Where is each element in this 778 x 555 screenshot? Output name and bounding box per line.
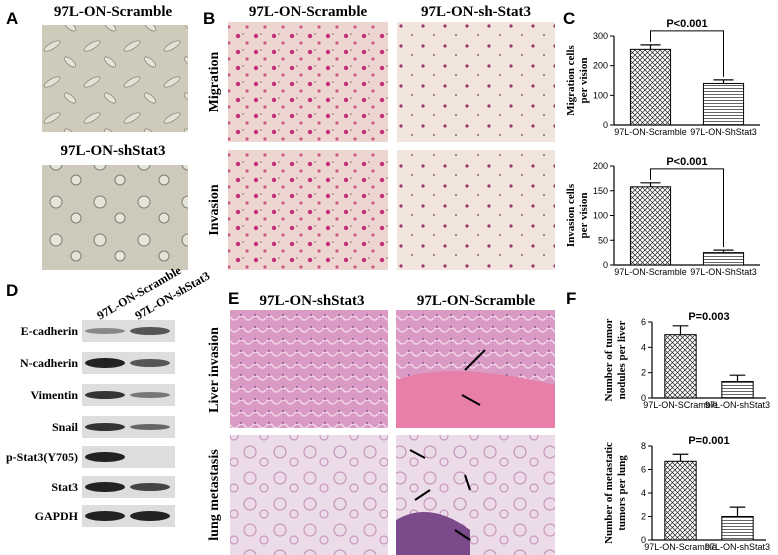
y-axis-label: per vision bbox=[578, 58, 590, 104]
y-tick-label: 100 bbox=[593, 211, 608, 221]
y-tick-label: 8 bbox=[641, 441, 646, 451]
x-tick-label: 97L-ON-Scramble bbox=[614, 267, 687, 277]
image-caption: 97L-ON-shStat3 bbox=[60, 143, 165, 159]
annotation: P=0.003 bbox=[688, 311, 729, 323]
y-tick-label: 100 bbox=[593, 90, 608, 100]
y-tick-label: 0 bbox=[603, 120, 608, 130]
annotation: P<0.001 bbox=[666, 156, 707, 168]
bar bbox=[702, 252, 745, 266]
y-tick-label: 150 bbox=[593, 186, 608, 196]
micrograph bbox=[42, 25, 188, 132]
row-label: Liver invasion bbox=[207, 327, 222, 413]
row-label: GAPDH bbox=[35, 509, 79, 523]
significance-bracket bbox=[650, 30, 724, 77]
micrograph bbox=[228, 22, 388, 142]
micrograph bbox=[397, 22, 555, 142]
row-label: lung metastasis bbox=[207, 449, 222, 541]
row-label: E-cadherin bbox=[21, 324, 79, 338]
y-axis-label: tumors per lung bbox=[616, 455, 628, 531]
micrograph bbox=[42, 165, 188, 270]
column-title: 97L-ON-shStat3 bbox=[259, 293, 364, 309]
column-title: 97L-ON-Scramble bbox=[249, 4, 368, 20]
row-label: N-cadherin bbox=[20, 356, 78, 370]
y-tick-label: 6 bbox=[641, 465, 646, 475]
row-label: Vimentin bbox=[30, 388, 78, 402]
micrograph bbox=[228, 150, 388, 270]
y-axis-label: Invasion cells bbox=[565, 183, 577, 247]
row-label: Snail bbox=[52, 420, 79, 434]
arrows bbox=[409, 349, 486, 541]
row-label: Invasion bbox=[207, 184, 222, 236]
bar bbox=[629, 48, 672, 126]
bar bbox=[664, 460, 697, 541]
bar bbox=[721, 516, 754, 541]
panel-label: F bbox=[566, 289, 576, 308]
micrograph bbox=[397, 150, 555, 270]
tumor-region bbox=[396, 512, 470, 555]
row-label: Stat3 bbox=[51, 480, 78, 494]
error-bar bbox=[713, 249, 734, 253]
bar bbox=[664, 334, 697, 399]
y-tick-label: 200 bbox=[593, 61, 608, 71]
y-tick-label: 2 bbox=[641, 368, 646, 378]
y-tick-label: 50 bbox=[598, 235, 608, 245]
micrograph bbox=[230, 435, 388, 555]
panel-label: B bbox=[203, 9, 215, 28]
error-bar bbox=[672, 325, 689, 335]
panel-label: C bbox=[563, 9, 575, 28]
panel-label: A bbox=[6, 9, 18, 28]
x-tick-label: 97L-ON-shStat3 bbox=[705, 542, 770, 552]
annotation: P=0.001 bbox=[688, 435, 729, 447]
error-bar bbox=[672, 453, 689, 462]
column-title: 97L-ON-Scramble bbox=[417, 293, 536, 309]
y-tick-label: 200 bbox=[593, 161, 608, 171]
y-tick-label: 0 bbox=[641, 535, 646, 545]
y-tick-label: 0 bbox=[641, 393, 646, 403]
y-tick-label: 2 bbox=[641, 512, 646, 522]
blot bbox=[82, 320, 175, 527]
row-label: p-Stat3(Y705) bbox=[6, 450, 78, 464]
y-axis-label: per vision bbox=[578, 193, 590, 239]
image-caption: 97L-ON-Scramble bbox=[54, 4, 173, 20]
y-axis-label: Migration cells bbox=[565, 45, 577, 116]
significance-bracket bbox=[650, 168, 724, 248]
y-tick-label: 4 bbox=[641, 342, 646, 352]
error-bar bbox=[729, 374, 746, 382]
error-bar bbox=[713, 79, 734, 84]
column-title: 97L-ON-sh-Stat3 bbox=[421, 4, 531, 20]
x-tick-label: 97L-ON-ShStat3 bbox=[690, 267, 757, 277]
row-label: Migration bbox=[207, 51, 222, 112]
micrograph bbox=[230, 310, 388, 428]
x-tick-label: 97L-ON-SCramble bbox=[643, 400, 718, 410]
error-bar bbox=[729, 506, 746, 517]
y-axis-label: nodules per liver bbox=[616, 321, 628, 400]
error-bar bbox=[640, 182, 661, 187]
x-tick-label: 97L-ON-Scramble bbox=[644, 542, 717, 552]
y-tick-label: 0 bbox=[603, 260, 608, 270]
y-axis-label: Number of tumor bbox=[603, 318, 615, 401]
panel-label: D bbox=[6, 281, 18, 300]
annotation: P<0.001 bbox=[666, 18, 707, 30]
bar bbox=[702, 82, 745, 126]
error-bar bbox=[640, 44, 661, 50]
tumor-region bbox=[396, 371, 555, 428]
x-tick-label: 97L-ON-ShStat3 bbox=[690, 127, 757, 137]
x-tick-label: 97L-ON-Scramble bbox=[614, 127, 687, 137]
panel-label: E bbox=[228, 289, 239, 308]
bar bbox=[721, 381, 754, 399]
y-axis-label: Number of metastatic bbox=[603, 442, 615, 544]
x-tick-label: 97L-ON-shStat3 bbox=[705, 400, 770, 410]
y-tick-label: 4 bbox=[641, 488, 646, 498]
y-tick-label: 300 bbox=[593, 31, 608, 41]
bar bbox=[629, 186, 672, 266]
y-tick-label: 6 bbox=[641, 317, 646, 327]
